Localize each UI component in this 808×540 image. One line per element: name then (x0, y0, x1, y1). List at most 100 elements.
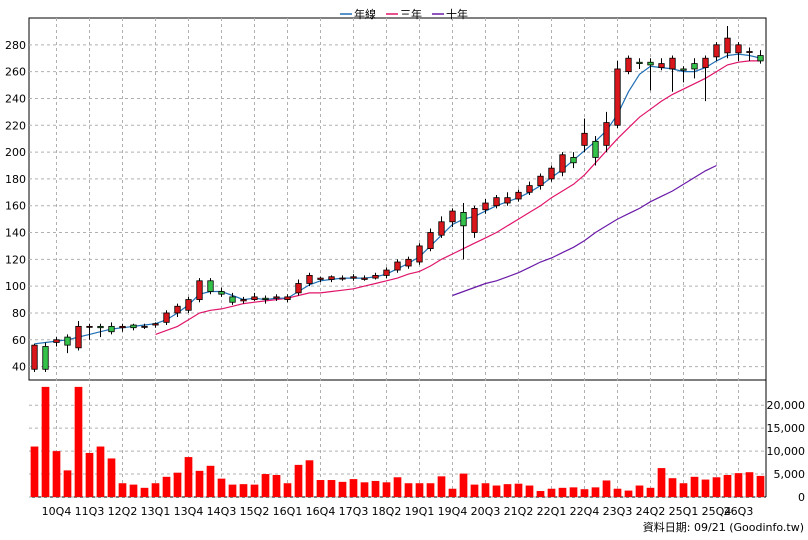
price-tick-label: 100 (5, 280, 26, 293)
volume-bars (30, 386, 765, 497)
volume-bar (30, 446, 39, 497)
x-tick-label: 19Q4 (438, 505, 468, 518)
x-tick-label: 25Q1 (669, 505, 699, 518)
price-tick-label: 180 (5, 173, 26, 186)
candle-body (218, 291, 225, 295)
volume-bar (481, 483, 490, 497)
candle-body (702, 57, 709, 69)
candle-body (75, 325, 82, 349)
volume-bar (118, 483, 127, 497)
volume-bar (734, 473, 743, 497)
candle-body (746, 51, 753, 53)
candle-body (713, 44, 720, 58)
candle-body (427, 232, 434, 250)
x-tick-label: 13Q1 (141, 505, 171, 518)
candle-body (251, 296, 258, 300)
x-tick-label: 23Q3 (603, 505, 633, 518)
candle-body (119, 325, 126, 329)
price-tick-label: 160 (5, 200, 26, 213)
ma-3y-line (155, 60, 761, 335)
volume-bar (360, 482, 369, 497)
volume-tick-label: 20,000 (767, 399, 806, 412)
volume-bar (261, 474, 270, 497)
price-tick-label: 280 (5, 39, 26, 52)
candle-body (141, 325, 148, 328)
candle-body (163, 312, 170, 323)
candle-body (394, 261, 401, 271)
candle-body (306, 275, 313, 284)
volume-bar (701, 479, 710, 497)
candle-body (64, 336, 71, 346)
price-tick-label: 120 (5, 253, 26, 266)
volume-bar (129, 484, 138, 497)
volume-bar (250, 484, 259, 497)
candle-body (614, 68, 621, 126)
volume-bar (657, 468, 666, 497)
price-tick-label: 40 (12, 361, 26, 374)
x-tick-label: 12Q2 (108, 505, 138, 518)
x-tick-label: 24Q2 (636, 505, 666, 518)
candle-body (42, 346, 49, 370)
volume-bar (173, 472, 182, 497)
volume-bar (294, 464, 303, 497)
candle-body (328, 276, 335, 280)
candle-body (691, 63, 698, 70)
candle-body (559, 154, 566, 173)
volume-bar (206, 465, 215, 497)
candle-body (757, 55, 764, 62)
candle-body (570, 157, 577, 164)
volume-bar (305, 460, 314, 497)
volume-bar (272, 474, 281, 497)
candle-body (295, 283, 302, 294)
volume-bar (151, 483, 160, 497)
x-tick-label: 16Q4 (306, 505, 336, 518)
volume-bar (503, 484, 512, 497)
volume-bar (52, 451, 61, 497)
price-axis-ticks: 40 60 80 100 120 140 160 180 200 220 240 260 280 (5, 39, 26, 374)
volume-axis-ticks: 0 5,000 10,000 15,000 20,000 (767, 399, 806, 504)
volume-bar (679, 483, 688, 497)
volume-bar (140, 487, 149, 497)
candle-body (537, 175, 544, 186)
volume-tick-label: 0 (798, 491, 805, 504)
candle-body (471, 207, 478, 233)
legend-label: 十年 (446, 7, 468, 21)
volume-bar (195, 470, 204, 497)
candle-body (372, 275, 379, 279)
candle-body (460, 212, 467, 227)
volume-bar (382, 482, 391, 497)
volume-bar (536, 491, 545, 497)
candle-body (383, 269, 390, 276)
legend-label: 三年 (400, 7, 422, 21)
volume-bar (74, 386, 83, 497)
x-tick-label: 10Q4 (42, 505, 72, 518)
volume-bar (745, 472, 754, 497)
candle-body (86, 325, 93, 328)
volume-bar (547, 488, 556, 497)
volume-bar (338, 481, 347, 497)
volume-bar (558, 487, 567, 497)
candle-body (416, 245, 423, 263)
x-tick-label: 20Q3 (471, 505, 501, 518)
candle-body (658, 63, 665, 69)
x-tick-label: 26Q3 (724, 505, 754, 518)
candle-body (493, 197, 500, 207)
ma-10y-line (452, 164, 717, 297)
volume-bar (635, 485, 644, 497)
volume-bar (63, 470, 72, 497)
candle-body (350, 276, 357, 279)
x-axis-ticks: 10Q4 11Q3 12Q2 13Q1 13Q4 14Q3 15Q2 16Q1 16Q4 17Q3… (42, 505, 754, 518)
volume-bar (525, 485, 534, 497)
candle-body (108, 325, 115, 333)
volume-bar (448, 488, 457, 497)
volume-bar (646, 487, 655, 497)
volume-bar (85, 452, 94, 497)
source-note: 資料日期: 09/21 (Goodinfo.tw) (643, 520, 804, 534)
volume-bar (514, 483, 523, 497)
candle-body (548, 167, 555, 180)
candle-body (240, 299, 247, 302)
legend-label: 年線 (354, 7, 376, 21)
candle-body (603, 122, 610, 146)
volume-bar (393, 477, 402, 497)
candle-body (53, 339, 60, 343)
